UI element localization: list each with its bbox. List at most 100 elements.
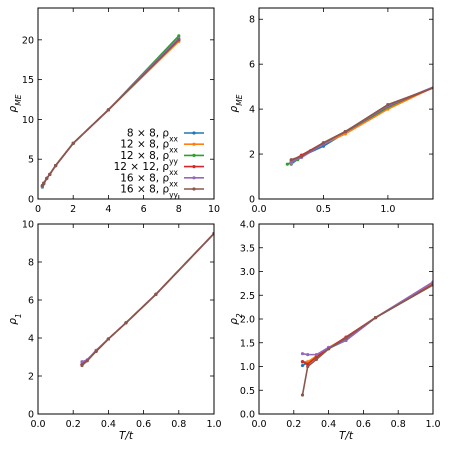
y-tick-label: 2 [28, 372, 34, 383]
y-tick-label: 0.0 [240, 410, 255, 421]
data-point [438, 83, 441, 86]
y-axis-label: ρME [228, 94, 244, 112]
y-tick-label: 0 [28, 410, 34, 421]
data-point [306, 364, 310, 369]
y-tick-label: 3.0 [240, 267, 255, 278]
series-group [40, 34, 181, 189]
y-tick-label: 8 [28, 258, 34, 269]
axes-frame [37, 7, 215, 200]
x-tick-label: 0.4 [321, 419, 336, 430]
data-point [42, 181, 46, 185]
legend-marker [192, 153, 196, 157]
axes-frame [258, 223, 434, 415]
y-tick-label: 4 [28, 334, 34, 345]
series-line-6 [301, 284, 433, 396]
data-point [343, 132, 347, 136]
series-line-6 [81, 232, 214, 367]
x-tick-label: 0.5 [316, 204, 331, 215]
data-point [285, 162, 289, 166]
data-point [85, 359, 89, 363]
legend-entry: 16 × 8, ρxx [120, 172, 178, 188]
y-tick-label: 4.0 [240, 220, 255, 231]
data-point [314, 353, 319, 357]
x-tick-label: 0.8 [171, 419, 186, 430]
x-tick-label: 2 [70, 204, 76, 215]
x-axis-label: T/t [119, 430, 134, 442]
data-point [289, 160, 293, 164]
data-point [344, 336, 348, 340]
x-tick-label: 1.0 [425, 419, 440, 430]
x-tick-label: 0.2 [286, 419, 301, 430]
legend-entry: 16 × 8, ρyy [120, 184, 178, 200]
data-point [94, 349, 98, 353]
legend-marker [192, 142, 196, 146]
series-line-6 [290, 87, 433, 161]
legend-marker [192, 131, 196, 135]
series-group [285, 83, 441, 166]
y-tick-label: 10 [22, 115, 34, 126]
legend-marker [192, 165, 196, 169]
x-tick-label: 0 [35, 204, 41, 215]
x-axis-label: T/t [339, 430, 354, 442]
data-point [300, 363, 305, 368]
y-tick-label: 1.0 [240, 362, 255, 373]
panel-bottom-right: 0.0 0.2 0.4 0.6 0.8 1.0 0.0 0.5 1.0 1.5 2.0 2.5 3.0 3… [228, 220, 441, 443]
data-point [327, 347, 331, 351]
data-point [106, 337, 110, 341]
legend-entry: 12 × 8, ρxx [120, 139, 178, 155]
x-tick-label: 0.4 [101, 419, 116, 430]
data-point [177, 38, 181, 42]
y-tick-label: 2.5 [240, 291, 255, 302]
y-tick-label: 3.5 [240, 243, 255, 254]
legend-marker [192, 187, 196, 191]
data-point [321, 144, 326, 148]
y-tick-label: 8 [249, 15, 255, 26]
data-point [40, 183, 45, 188]
data-point [438, 83, 441, 86]
data-point [386, 103, 390, 107]
x-tick-label: 0.6 [356, 419, 371, 430]
data-point [321, 141, 326, 145]
y-tick-label: 4 [249, 105, 255, 116]
x-tick-label: 0.8 [391, 419, 406, 430]
data-point [300, 352, 305, 356]
series-group [300, 280, 433, 397]
legend-marker [192, 176, 196, 180]
data-point [71, 141, 75, 145]
data-point [54, 163, 58, 168]
data-point [177, 34, 181, 38]
x-tick-label: 1.0 [206, 419, 221, 430]
data-point [343, 129, 347, 134]
series-line-5 [290, 86, 433, 163]
data-point [124, 321, 128, 325]
x-tick-label: 0.6 [136, 419, 151, 430]
data-point [344, 338, 348, 342]
y-tick-label: 10 [22, 220, 34, 231]
data-point [306, 353, 310, 357]
data-point [438, 84, 441, 87]
panel-top-right: 0.0 0.5 1.0 0 2 4 6 8 ρME [228, 7, 441, 215]
data-point [80, 363, 84, 368]
data-point [438, 84, 441, 87]
axes-frame [37, 223, 215, 415]
y-tick-label: 0 [28, 195, 34, 206]
x-tick-label: 1.0 [380, 204, 395, 215]
y-tick-label: 2 [249, 150, 255, 161]
y-axis-label: ρ1 [7, 313, 23, 324]
data-point [300, 393, 305, 397]
data-point [106, 108, 110, 112]
y-tick-label: 15 [22, 75, 34, 86]
y-tick-label: 1.5 [240, 338, 255, 349]
axes-frame [258, 7, 434, 200]
y-axis-label: ρME [7, 94, 23, 112]
data-point [373, 315, 378, 320]
series-group [80, 231, 214, 368]
y-tick-label: 0.5 [240, 386, 255, 397]
series-line-5 [81, 232, 214, 363]
x-tick-label: 8 [176, 204, 182, 215]
data-point [48, 172, 52, 176]
panel-bottom-left: 0.0 0.2 0.4 0.6 0.8 1.0 0 2 4 6 8 10 T/t ρ1 [7, 220, 222, 443]
x-tick-label: 0.2 [66, 419, 81, 430]
